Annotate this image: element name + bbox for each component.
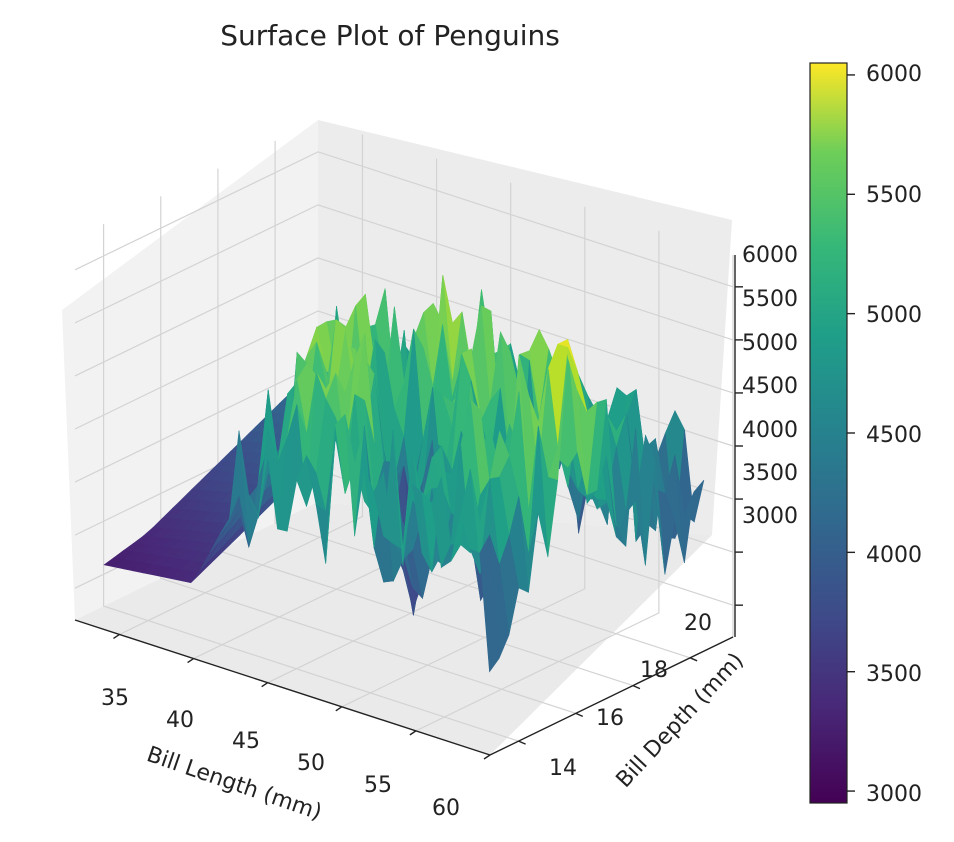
surface-mesh [103, 275, 705, 673]
z-tick-label: 5000 [742, 331, 798, 356]
y-axis-line [489, 636, 734, 756]
z-grid-line [74, 310, 734, 447]
x-tick-label: 45 [232, 729, 260, 754]
z-tick-label: 4000 [742, 418, 798, 443]
y-tick-label: 14 [549, 756, 577, 781]
x-axis-line [74, 619, 491, 756]
y-tick-label: 18 [640, 658, 668, 683]
z-tick-label: 6000 [742, 243, 798, 268]
x-tick-label: 55 [364, 773, 392, 798]
colorbar-gradient [809, 62, 848, 804]
chart-title: Surface Plot of Penguins [220, 19, 560, 52]
z-tick-label: 4500 [742, 374, 798, 399]
y-grid-line [274, 140, 691, 659]
y-tick-label: 16 [596, 706, 624, 731]
x-tick-mark [335, 706, 343, 712]
colorbar-tick-label: 5500 [866, 183, 922, 208]
x-tick-mark [113, 633, 120, 640]
z-grid-line [74, 257, 734, 394]
z-tick-labels: 3000 3500 4000 4500 5000 5500 6000 [742, 243, 798, 529]
axes [74, 255, 743, 760]
z-grid-line [74, 204, 734, 341]
x-grid-line [341, 206, 586, 708]
colorbar-tick-label: 5000 [866, 303, 922, 328]
y-tick-labels: 14 16 18 20 [549, 611, 712, 781]
y-tick-mark [689, 657, 698, 662]
z-tick-label: 3500 [742, 461, 798, 486]
x-tick-mark [483, 754, 491, 760]
x-grid-line [415, 230, 660, 732]
z-tick-label: 5500 [742, 287, 798, 312]
x-tick-label: 60 [432, 796, 460, 821]
x-tick-label: 35 [101, 686, 129, 711]
x-tick-mark [409, 730, 417, 736]
colorbar-ticks [847, 74, 855, 792]
y-grid-line [102, 224, 519, 742]
y-tick-mark [575, 712, 584, 717]
y-grid-line [160, 196, 576, 714]
colorbar: 3000 3500 4000 4500 5000 5500 6000 [809, 62, 922, 807]
x-tick-mark [261, 682, 269, 688]
colorbar-tick-label: 3000 [866, 782, 922, 807]
x-tick-label: 50 [297, 751, 325, 776]
y-tick-mark [632, 684, 641, 690]
colorbar-tick-label: 3500 [866, 662, 922, 687]
surface-facet [479, 533, 500, 673]
y-axis-label: Bill Depth (mm) [612, 648, 749, 793]
x-tick-labels: 35 40 45 50 55 60 [101, 686, 460, 821]
colorbar-tick-label: 6000 [866, 62, 922, 87]
colorbar-tick-label: 4000 [866, 543, 922, 568]
y-tick-label: 20 [684, 611, 712, 636]
x-grid-line [119, 134, 364, 636]
floor-pane [75, 502, 712, 755]
colorbar-tick-label: 4500 [866, 423, 922, 448]
z-tick-label: 3000 [742, 504, 798, 529]
x-tick-mark [187, 657, 194, 664]
z-grid-line [74, 151, 734, 288]
x-tick-label: 40 [166, 708, 194, 733]
y-tick-mark [518, 740, 526, 745]
